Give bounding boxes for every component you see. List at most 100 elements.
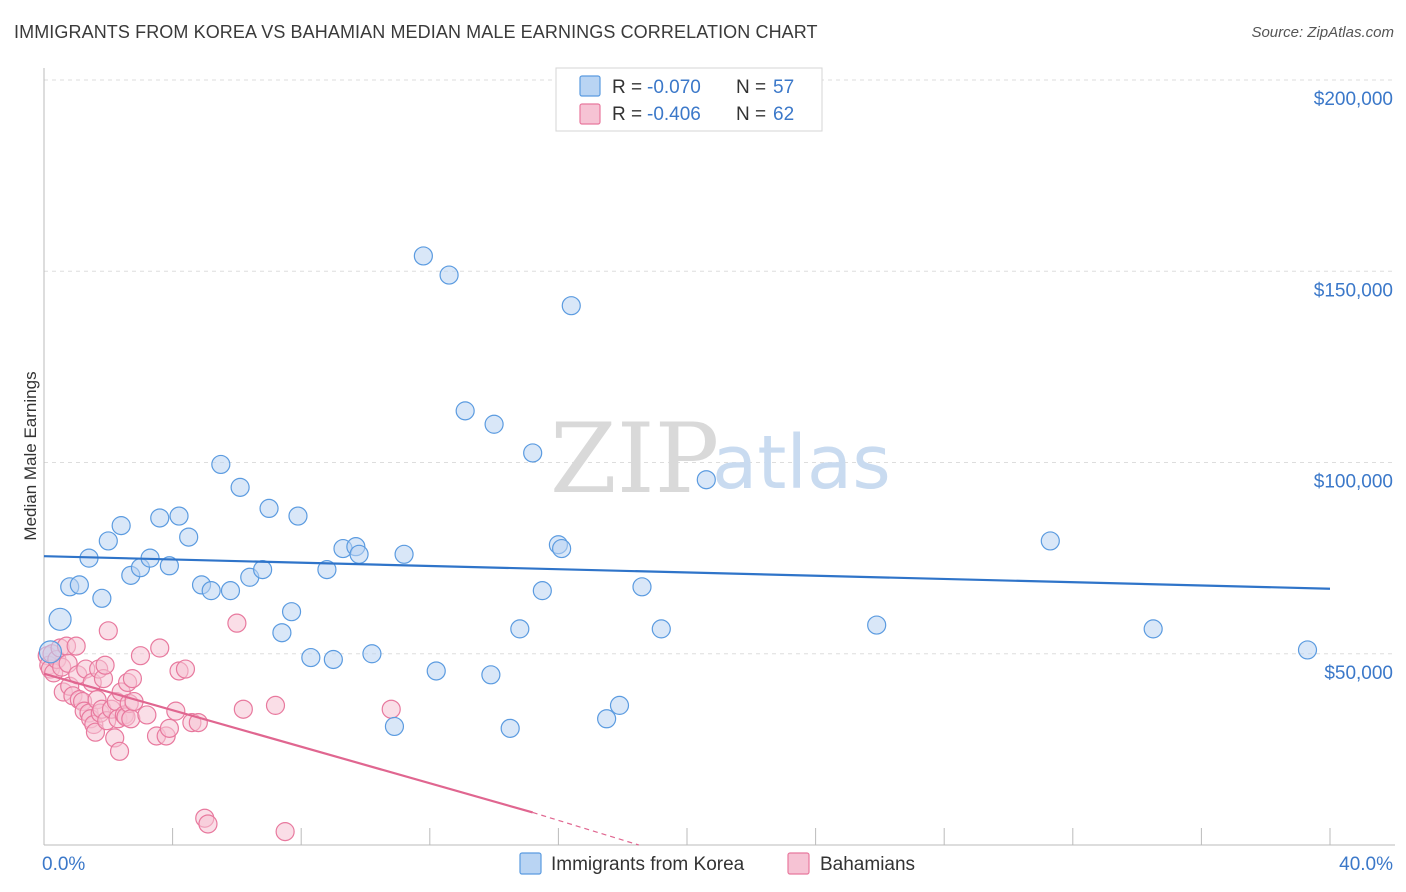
series-bahamians xyxy=(37,613,401,842)
data-point-korea xyxy=(455,401,475,421)
data-point-bahamians xyxy=(137,705,157,725)
data-point-korea xyxy=(253,559,273,580)
data-point-bahamians xyxy=(109,741,130,761)
data-point-bahamians xyxy=(275,822,295,842)
legend-n-value-korea: 57 xyxy=(773,77,794,98)
data-point-korea xyxy=(523,443,543,463)
data-point-korea xyxy=(696,470,716,490)
bottom-legend: Immigrants from Korea Bahamians xyxy=(519,852,915,875)
data-point-bahamians xyxy=(159,718,179,738)
legend-r-label-bahamians: R = xyxy=(612,104,642,125)
legend-r-value-korea: -0.070 xyxy=(647,77,701,98)
watermark-atlas: atlas xyxy=(712,420,891,506)
data-point-korea xyxy=(230,477,250,497)
legend-swatch-bahamians xyxy=(579,103,601,125)
bottom-legend-label-bahamians: Bahamians xyxy=(820,854,915,875)
bottom-legend-label-korea: Immigrants from Korea xyxy=(551,854,745,875)
trend-line-bahamians-extension xyxy=(532,811,639,846)
data-point-bahamians xyxy=(198,814,218,834)
y-tick-labels: $50,000 $100,000 $150,000 $200,000 xyxy=(1314,89,1393,684)
data-point-bahamians xyxy=(95,655,115,675)
data-point-korea xyxy=(484,414,504,434)
data-point-korea xyxy=(317,559,337,580)
data-point-korea xyxy=(349,544,369,564)
data-point-korea xyxy=(481,665,501,685)
legend-n-label-korea: N = xyxy=(736,77,766,98)
source-credit: Source: ZipAtlas.com xyxy=(1251,24,1394,41)
data-point-korea xyxy=(413,246,433,266)
data-point-korea xyxy=(597,709,617,729)
data-point-korea xyxy=(1040,531,1060,551)
data-point-korea xyxy=(169,506,189,526)
data-point-bahamians xyxy=(381,699,401,719)
trend-line-korea xyxy=(43,555,1331,590)
data-point-korea xyxy=(867,615,887,635)
x-tick-labels: 0.0% 40.0% xyxy=(42,854,1393,875)
data-point-korea xyxy=(609,695,630,715)
legend-n-value-bahamians: 62 xyxy=(773,104,794,125)
trend-lines xyxy=(43,555,1331,846)
data-point-bahamians xyxy=(265,695,286,715)
data-point-korea xyxy=(179,527,199,547)
data-point-korea xyxy=(69,575,89,595)
data-point-bahamians xyxy=(175,659,196,679)
data-point-korea xyxy=(48,607,72,631)
data-point-korea xyxy=(150,508,170,528)
data-point-korea xyxy=(561,296,581,316)
data-point-korea xyxy=(323,649,343,670)
series-korea xyxy=(38,246,1318,738)
legend-r-label-korea: R = xyxy=(612,77,642,98)
data-point-bahamians xyxy=(121,709,141,729)
data-point-korea xyxy=(92,588,112,608)
data-point-bahamians xyxy=(66,636,86,656)
chart-title: IMMIGRANTS FROM KOREA VS BAHAMIAN MEDIAN… xyxy=(14,22,818,42)
data-point-korea xyxy=(384,716,405,737)
x-tick-label-max: 40.0% xyxy=(1339,854,1393,875)
data-point-korea xyxy=(500,718,520,738)
data-point-korea xyxy=(426,661,446,681)
data-point-bahamians xyxy=(130,646,151,666)
legend-n-label-bahamians: N = xyxy=(736,104,766,125)
data-point-bahamians xyxy=(98,621,118,641)
axes xyxy=(43,68,1395,846)
legend-r-value-bahamians: -0.406 xyxy=(647,104,701,125)
data-point-bahamians xyxy=(85,722,106,742)
data-point-korea xyxy=(439,265,459,285)
y-tick-label: $200,000 xyxy=(1314,89,1393,110)
y-tick-label: $150,000 xyxy=(1314,280,1393,301)
data-point-korea xyxy=(394,544,414,564)
legend: R = -0.070 N = 57 R = -0.406 N = 62 xyxy=(555,67,823,132)
data-point-korea xyxy=(38,640,63,664)
data-point-korea xyxy=(362,644,382,664)
data-point-korea xyxy=(98,531,118,551)
data-point-korea xyxy=(259,498,279,518)
data-point-korea xyxy=(301,647,321,668)
x-tick-label-min: 0.0% xyxy=(42,854,85,875)
data-point-korea xyxy=(552,538,572,559)
data-point-korea xyxy=(510,619,530,639)
data-point-korea xyxy=(281,602,302,622)
watermark-zip: ZIP xyxy=(550,403,719,515)
data-point-bahamians xyxy=(150,638,170,658)
y-axis-label: Median Male Earnings xyxy=(21,371,40,540)
data-point-korea xyxy=(211,454,231,475)
data-point-bahamians xyxy=(227,613,247,633)
data-point-korea xyxy=(159,556,179,576)
data-point-korea xyxy=(632,577,652,597)
gridlines xyxy=(44,79,1395,655)
data-point-korea xyxy=(201,581,221,601)
bottom-legend-swatch-korea xyxy=(519,852,542,875)
trend-line-bahamians xyxy=(43,672,533,814)
data-point-korea xyxy=(111,516,131,536)
data-point-korea xyxy=(220,581,241,601)
legend-swatch-korea xyxy=(579,75,601,97)
data-point-korea xyxy=(1297,640,1318,660)
data-point-bahamians xyxy=(122,669,143,689)
y-tick-label: $100,000 xyxy=(1314,472,1393,493)
watermark: ZIP atlas xyxy=(550,403,891,515)
data-point-korea xyxy=(532,581,552,601)
data-point-korea xyxy=(1143,619,1163,639)
data-point-korea xyxy=(288,506,308,526)
data-point-korea xyxy=(272,623,292,643)
